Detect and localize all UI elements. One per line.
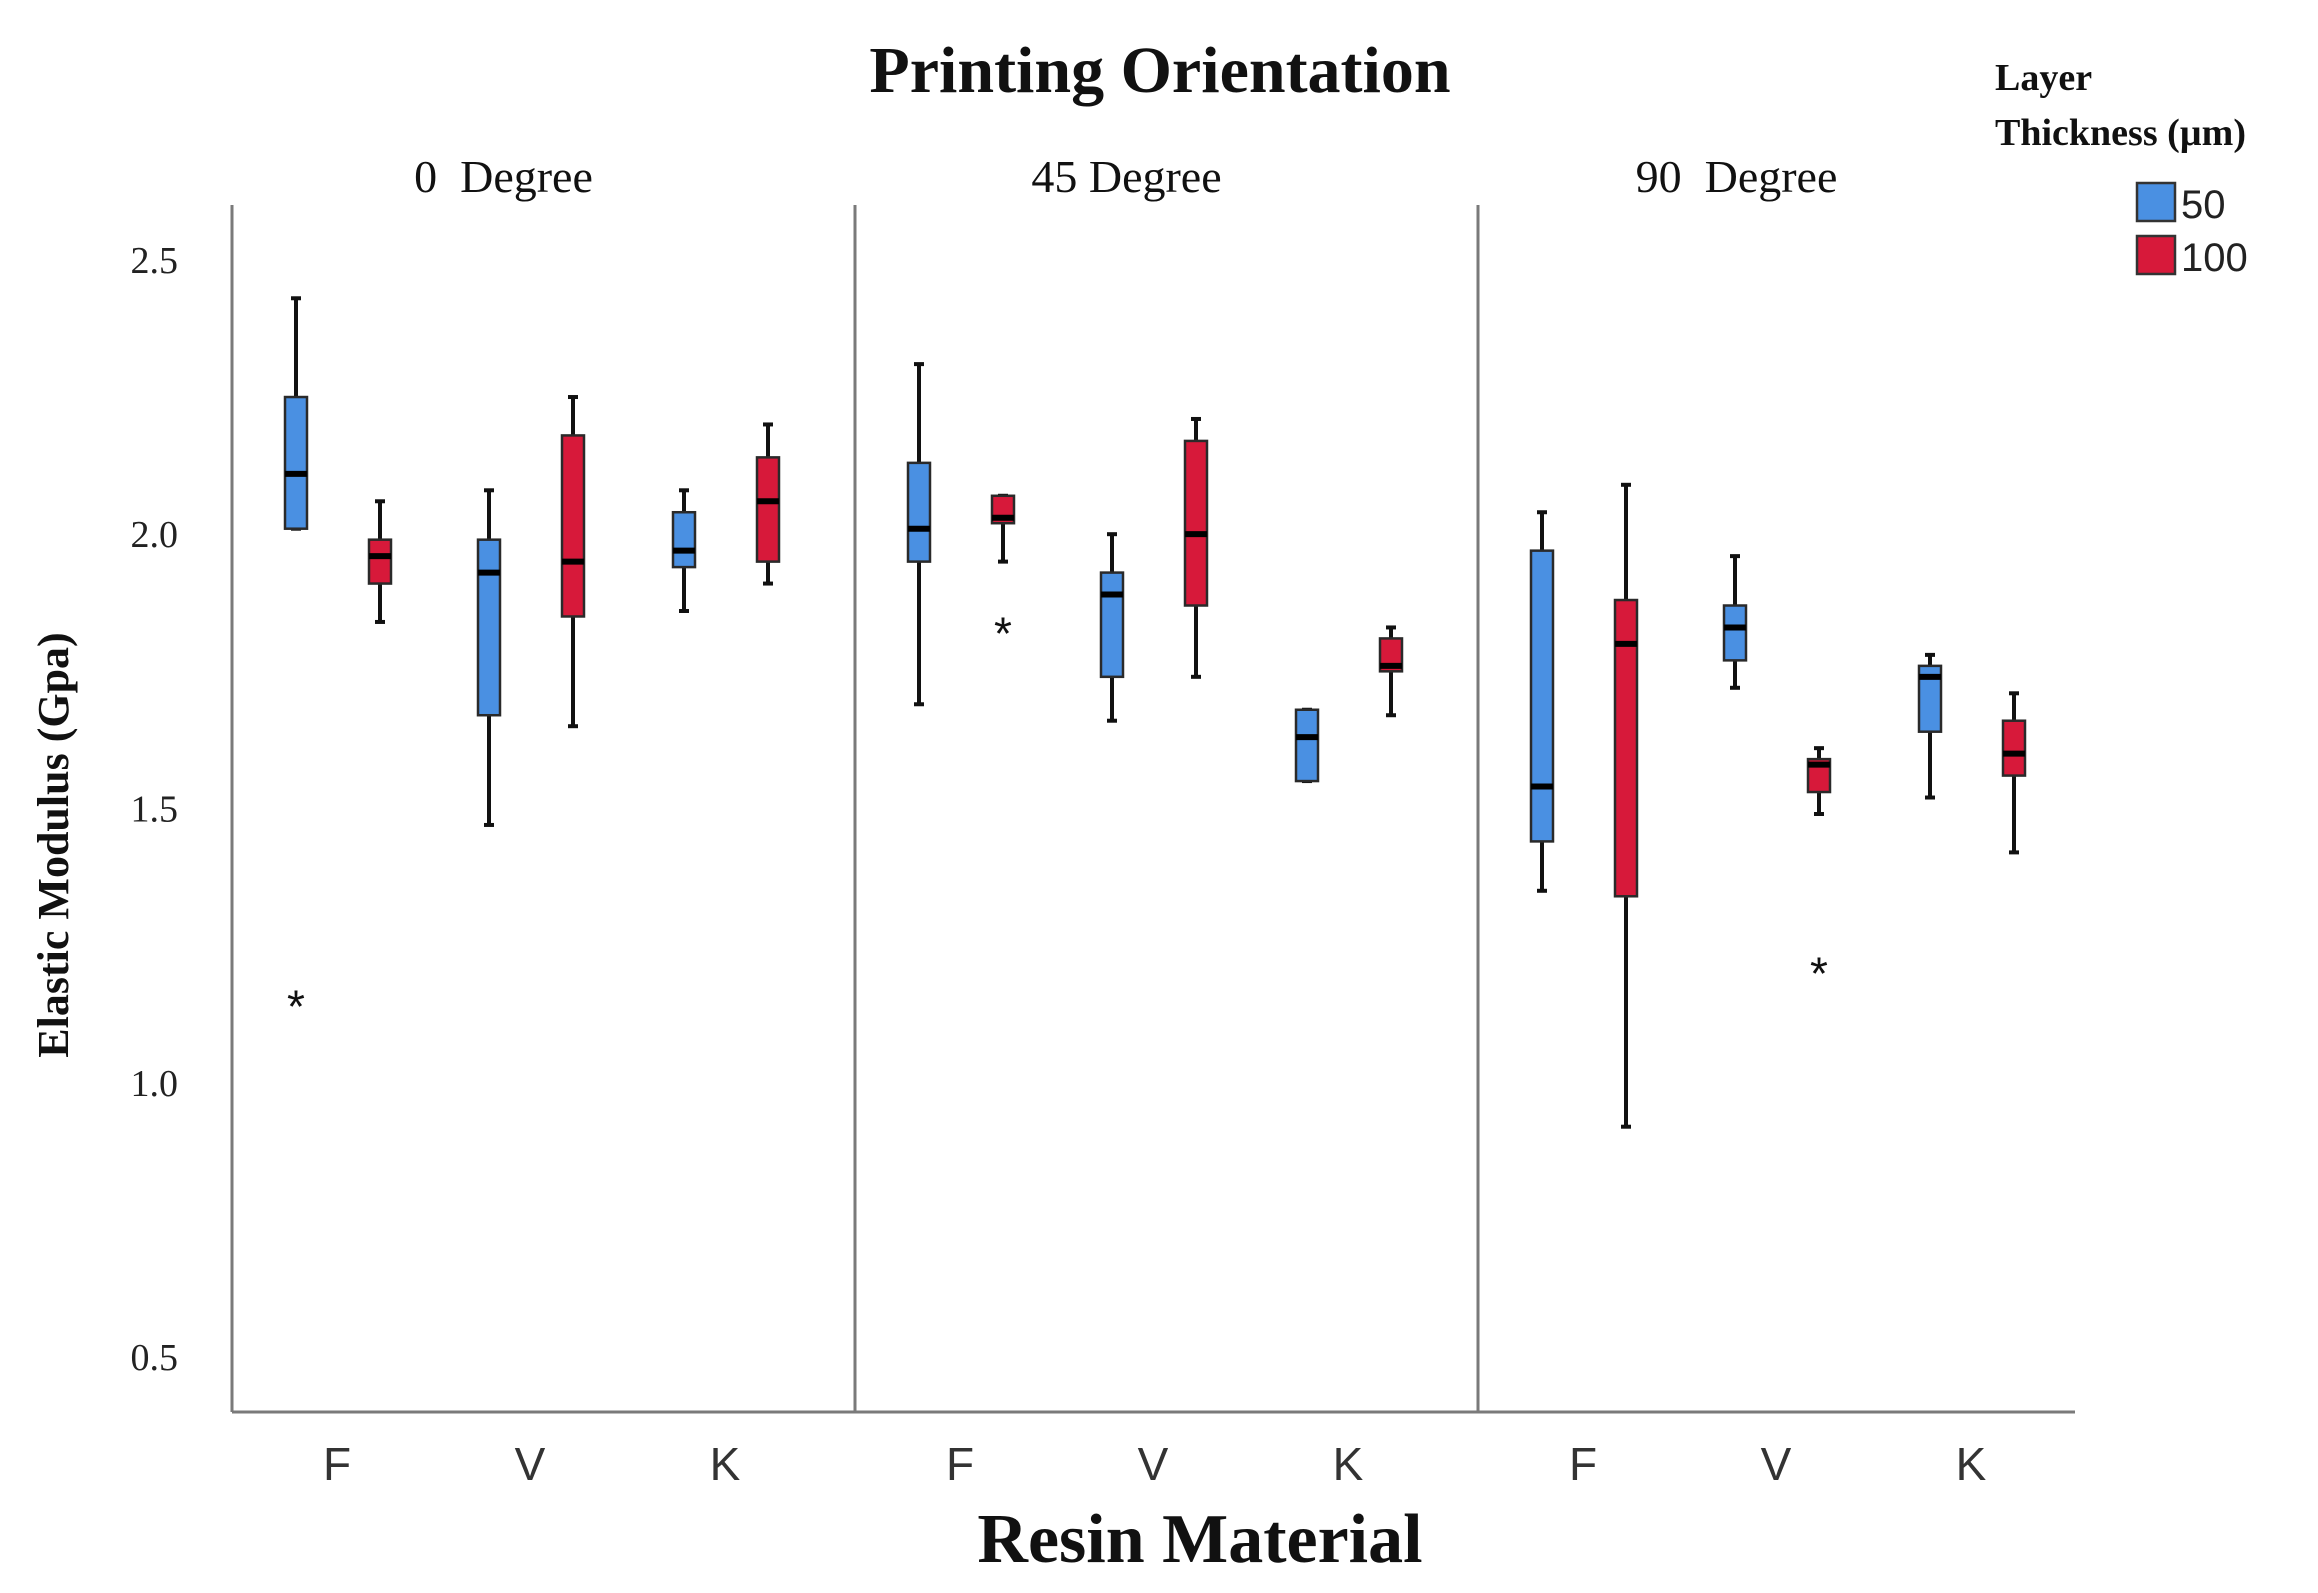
box-group-K-50 — [671, 488, 697, 613]
box-group-F-100 — [1613, 482, 1639, 1129]
box-group-F-50 — [906, 362, 932, 707]
box-body — [755, 456, 781, 563]
y-tick-label: 1.0 — [131, 1063, 179, 1105]
box-body — [1613, 598, 1639, 898]
box-group-V-100 — [1183, 416, 1209, 679]
legend-swatch — [2135, 181, 2177, 223]
legend-title-line2: Thickness (µm) — [1995, 112, 2246, 154]
box-body — [1183, 439, 1209, 607]
x-tick-label: F — [323, 1438, 351, 1490]
box-body — [906, 461, 932, 563]
x-tick-label: F — [946, 1438, 974, 1490]
box-group-F-100: * — [990, 493, 1016, 659]
box-body — [1529, 549, 1555, 843]
box-group-F-100 — [367, 499, 393, 624]
x-tick-label: F — [1569, 1438, 1597, 1490]
outlier-marker: * — [287, 981, 305, 1033]
box-group-V-50 — [1099, 532, 1125, 723]
x-tick-label: V — [515, 1438, 546, 1490]
box-body — [283, 395, 309, 530]
box-group-V-50 — [1722, 554, 1748, 690]
y-tick-label: 1.5 — [131, 789, 179, 831]
box-group-F-50: * — [283, 296, 309, 1033]
box-group-V-100: * — [1806, 746, 1832, 1000]
box-body — [367, 538, 393, 585]
box-body — [1917, 664, 1943, 733]
box-group-F-50 — [1529, 510, 1555, 893]
box-group-K-100 — [2001, 691, 2027, 855]
box-body — [2001, 719, 2027, 777]
x-axis-label: Resin Material — [977, 1501, 1422, 1578]
outlier-marker: * — [994, 607, 1012, 659]
legend-label: 50 — [2181, 183, 2226, 227]
plot-area: 0.5 1.0 1.5 2.0 2.5 0 Degree F V K * 45 Degree F V K *… — [131, 151, 2075, 1490]
legend-label: 100 — [2181, 236, 2248, 280]
box-group-V-50 — [476, 488, 502, 827]
x-tick-label: K — [710, 1438, 741, 1490]
y-tick-label: 0.5 — [131, 1337, 179, 1379]
box-body — [671, 510, 697, 569]
x-tick-label: V — [1138, 1438, 1169, 1490]
panel-label: 45 Degree — [1031, 151, 1221, 202]
box-body — [1294, 708, 1320, 783]
box-body — [560, 434, 586, 618]
box-group-K-50 — [1294, 707, 1320, 784]
box-group-K-100 — [1378, 625, 1404, 718]
y-tick-label: 2.0 — [131, 514, 179, 556]
box-body — [1722, 604, 1748, 662]
x-tick-label: K — [1333, 1438, 1364, 1490]
legend-title-line1: Layer — [1995, 57, 2092, 99]
box-body — [476, 538, 502, 717]
box-group-V-100 — [560, 395, 586, 729]
box-body — [1099, 571, 1125, 679]
legend-swatch — [2135, 234, 2177, 276]
panel-label: 0 Degree — [414, 151, 593, 202]
x-tick-label: K — [1956, 1438, 1987, 1490]
y-axis-label: Elastic Modulus (Gpa) — [29, 632, 78, 1057]
chart-title: Printing Orientation — [869, 34, 1450, 107]
box-group-K-50 — [1917, 652, 1943, 800]
box-group-K-100 — [755, 422, 781, 586]
y-tick-label: 2.5 — [131, 240, 179, 282]
panel-label: 90 Degree — [1636, 151, 1838, 202]
outlier-marker: * — [1810, 948, 1828, 1000]
x-tick-label: V — [1761, 1438, 1792, 1490]
